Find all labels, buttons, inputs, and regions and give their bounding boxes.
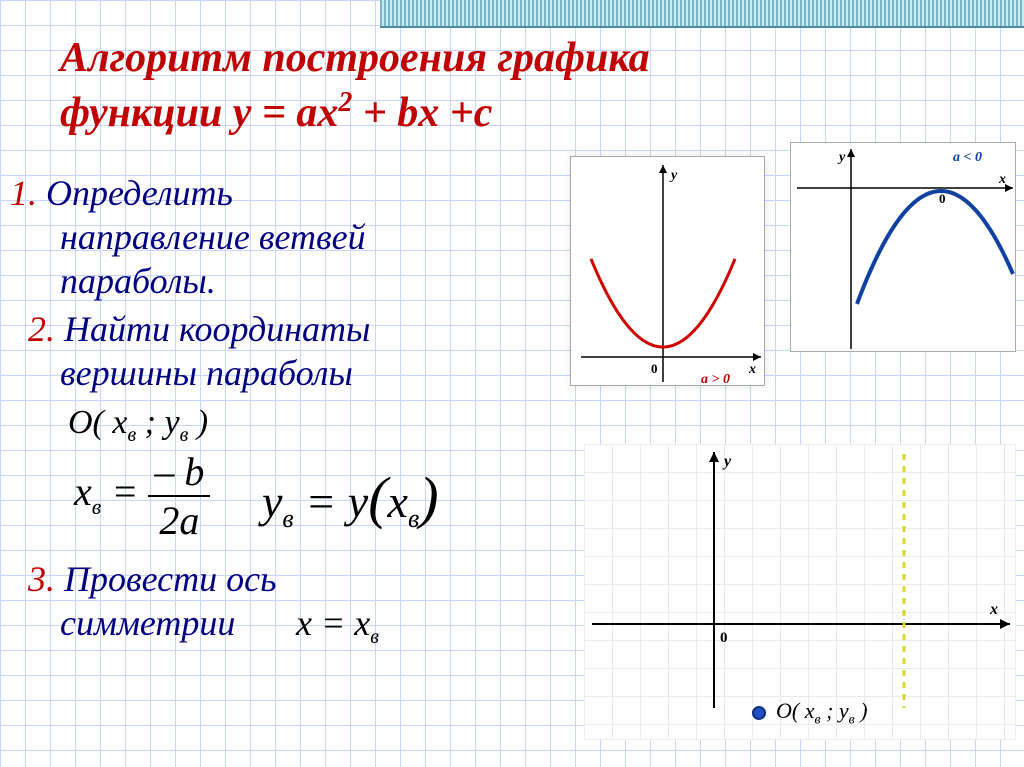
step1-text-l3: параболы.	[60, 260, 216, 302]
origin-label: 0	[651, 361, 658, 376]
legend-dot-icon	[752, 706, 766, 720]
x-axis-label: x	[748, 362, 756, 377]
top-border-decoration	[380, 0, 1024, 28]
parabola-up-svg: y x 0 a > 0	[571, 157, 766, 387]
title-line2a: функции у = ах	[60, 90, 338, 136]
legend: O( xв ; yв )	[752, 698, 868, 728]
symmetry-axis-chart: y x 0 O( xв ; yв )	[584, 444, 1016, 740]
title-line1: Алгоритм построения графика	[60, 35, 650, 81]
step1-text-l2: направление ветвей	[60, 216, 366, 258]
yv-formula: yв = y(xв)	[262, 464, 439, 534]
step1-number: 1.	[10, 173, 46, 213]
symmetry-equation: x = xв	[296, 602, 379, 649]
parabola-down-svg: y x 0 a < 0	[791, 143, 1017, 353]
x-axis-label: x	[998, 172, 1006, 187]
step3-number: 3.	[28, 559, 55, 599]
step2-number: 2.	[28, 309, 64, 349]
step1-text-l1: Определить	[46, 173, 233, 213]
legend-label: O( xв ; yв )	[776, 698, 868, 723]
step3-text-l1: Провести ось	[55, 559, 276, 599]
y-axis-label: y	[837, 150, 846, 165]
parabola-down-chart: y x 0 a < 0	[790, 142, 1016, 352]
parabola-up-chart: y x 0 a > 0	[570, 156, 765, 386]
step2-text-l2: вершины параболы	[60, 352, 353, 394]
origin-label: 0	[939, 191, 946, 206]
y-axis-label: y	[722, 453, 732, 470]
x-axis-label: x	[989, 601, 998, 618]
page-title: Алгоритм построения графика функции у = …	[60, 32, 984, 139]
title-sup: 2	[338, 87, 352, 118]
origin-label: 0	[720, 630, 728, 646]
annotation-a-positive: a > 0	[701, 372, 730, 387]
title-line2b: + bх +с	[352, 90, 492, 136]
y-axis-label: y	[669, 168, 678, 183]
annotation-a-negative: a < 0	[953, 150, 982, 165]
xv-formula: xв = – b2a	[74, 448, 210, 544]
step2-text-l1: Найти координаты	[64, 309, 370, 349]
vertex-notation: O( xв ; yв )	[68, 404, 208, 447]
symmetry-axis-svg: y x 0	[584, 444, 1016, 740]
step3-text-l2: симметрии	[60, 602, 235, 644]
